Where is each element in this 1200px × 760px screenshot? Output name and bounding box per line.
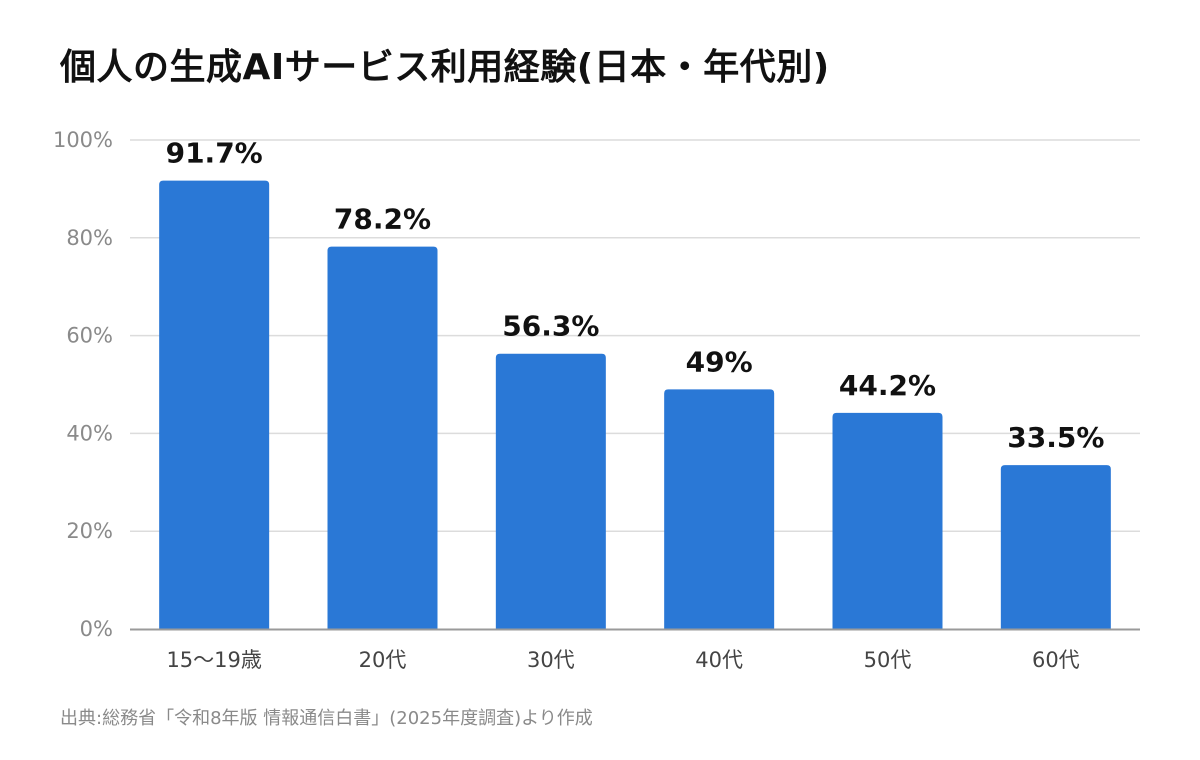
y-axis-ticks: 0% 20% 40% 60% 80% 100% — [53, 128, 113, 641]
x-tick-label: 30代 — [527, 648, 575, 672]
y-tick-label: 60% — [66, 324, 113, 348]
bar — [495, 353, 606, 629]
bar — [832, 412, 943, 629]
x-axis-ticks: 15〜19歳 20代 30代 40代 50代 60代 — [166, 648, 1079, 672]
source-note: 出典:総務省「令和8年版 情報通信白書」(2025年度調査)より作成 — [60, 708, 593, 729]
data-label: 78.2% — [334, 203, 431, 236]
y-tick-label: 80% — [66, 226, 113, 250]
bars — [159, 180, 1111, 630]
data-labels: 91.7% 78.2% 56.3% 49% 44.2% 33.5% — [166, 137, 1105, 455]
x-tick-label: 40代 — [695, 648, 743, 672]
data-label: 56.3% — [502, 310, 599, 343]
bar — [1000, 465, 1111, 629]
x-tick-label: 20代 — [359, 648, 407, 672]
bar — [327, 246, 438, 630]
gridlines — [130, 139, 1140, 532]
bar — [159, 180, 270, 629]
data-label: 33.5% — [1007, 421, 1104, 454]
y-tick-label: 20% — [66, 519, 113, 543]
data-label: 49% — [686, 345, 753, 378]
y-tick-label: 0% — [80, 617, 113, 641]
x-tick-label: 50代 — [864, 648, 912, 672]
y-tick-label: 100% — [53, 128, 113, 152]
bar-chart: 0% 20% 40% 60% 80% 100% 91.7% 78.2% 56.3% 49% 44.… — [53, 128, 1140, 672]
y-tick-label: 40% — [66, 421, 113, 445]
x-tick-label: 60代 — [1032, 648, 1080, 672]
chart-title: 個人の生成AIサービス利用経験(日本・年代別) — [60, 47, 830, 88]
data-label: 91.7% — [166, 137, 263, 170]
x-tick-label: 15〜19歳 — [166, 648, 261, 672]
data-label: 44.2% — [839, 369, 936, 402]
bar — [664, 389, 775, 629]
